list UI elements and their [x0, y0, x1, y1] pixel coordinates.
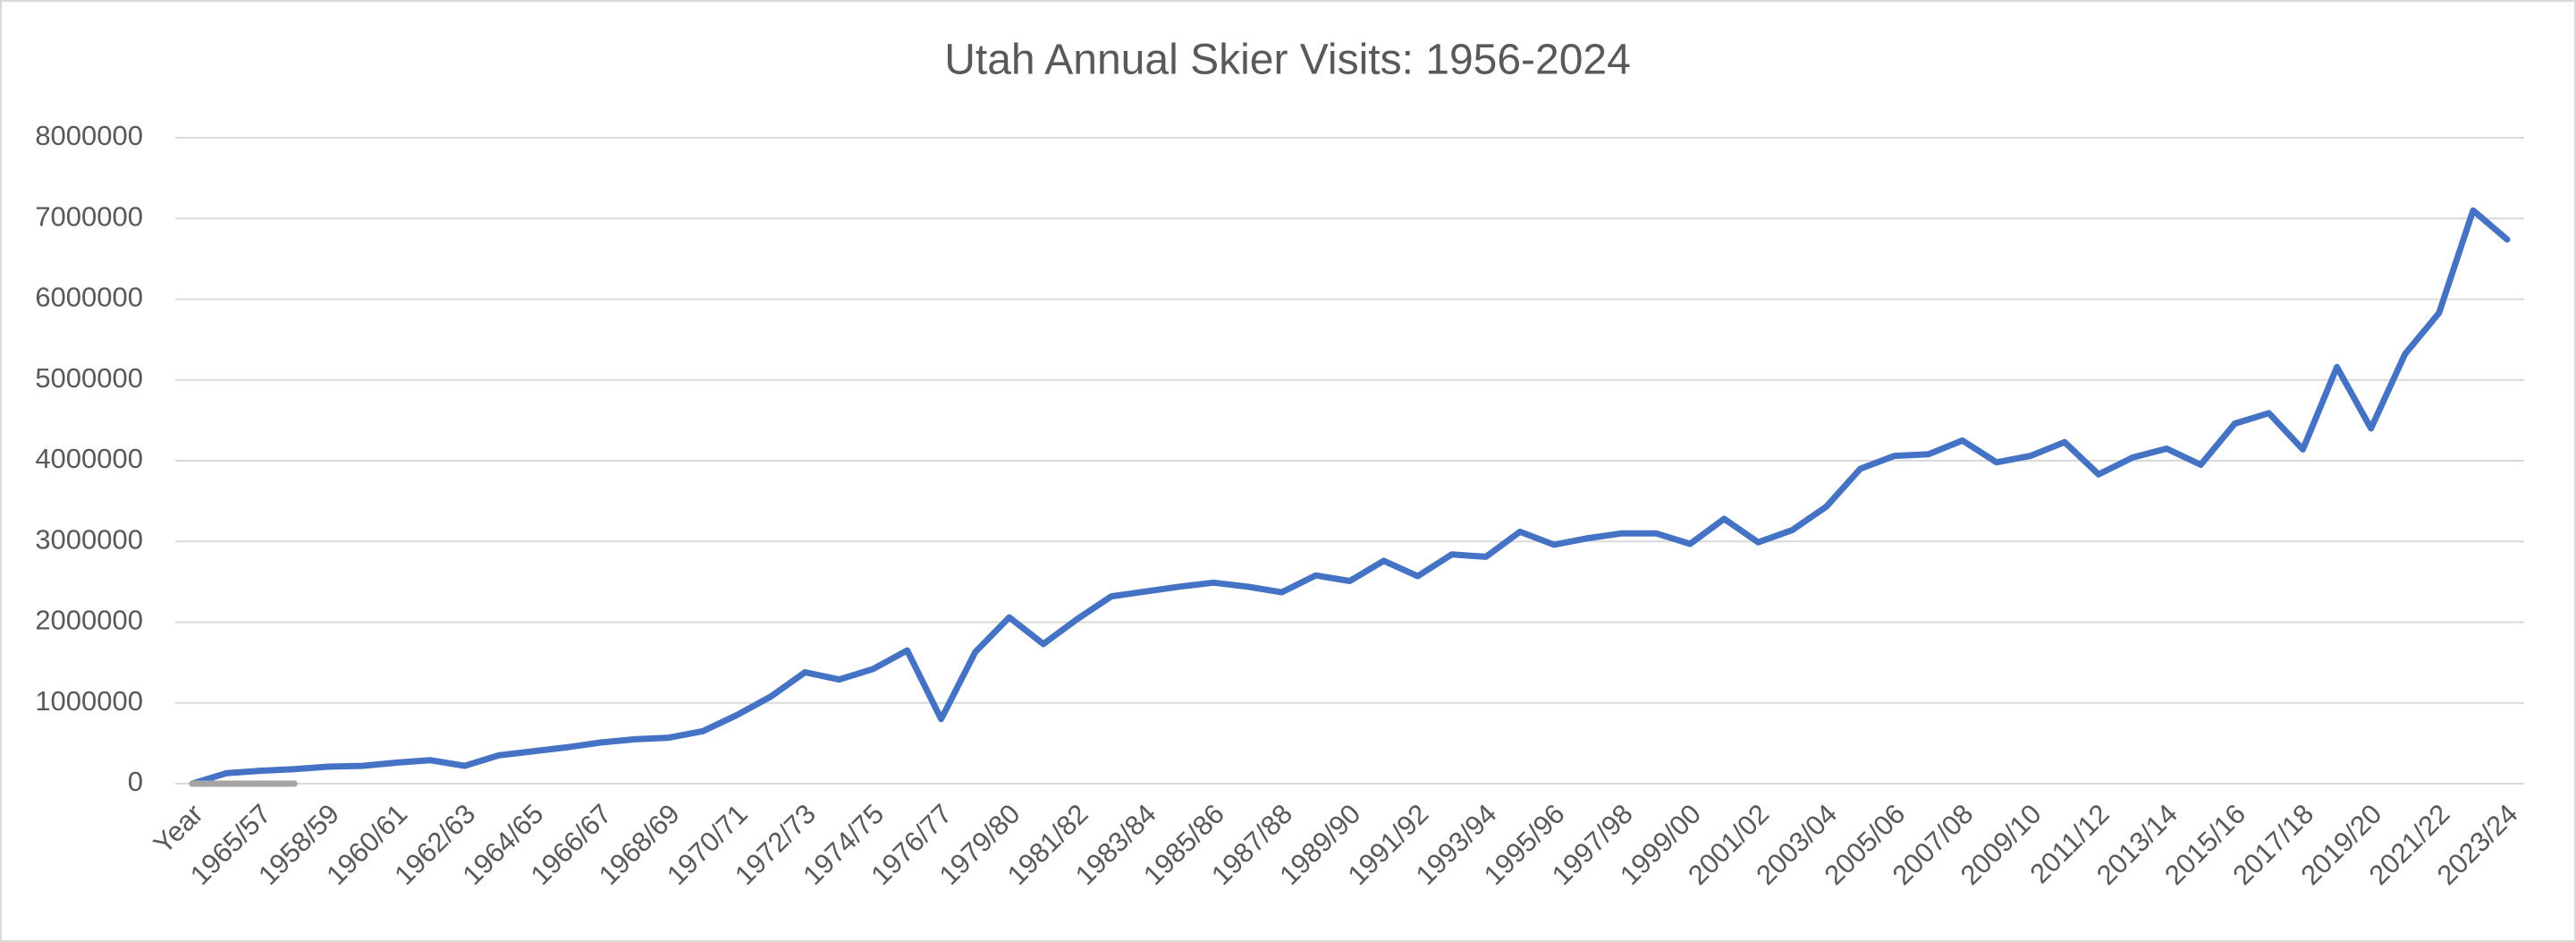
chart-title: Utah Annual Skier Visits: 1956-2024	[944, 37, 1631, 84]
y-tick-label: 5000000	[35, 362, 143, 394]
y-tick-label: 3000000	[35, 523, 143, 555]
y-tick-label: 0	[128, 766, 143, 797]
series-line	[189, 207, 2511, 787]
y-tick-label: 2000000	[35, 605, 143, 636]
y-tick-label: 6000000	[35, 282, 143, 313]
y-tick-label: 4000000	[35, 443, 143, 474]
y-tick-label: 7000000	[35, 200, 143, 232]
y-tick-label: 8000000	[35, 120, 143, 151]
y-tick-label: 1000000	[35, 685, 143, 717]
